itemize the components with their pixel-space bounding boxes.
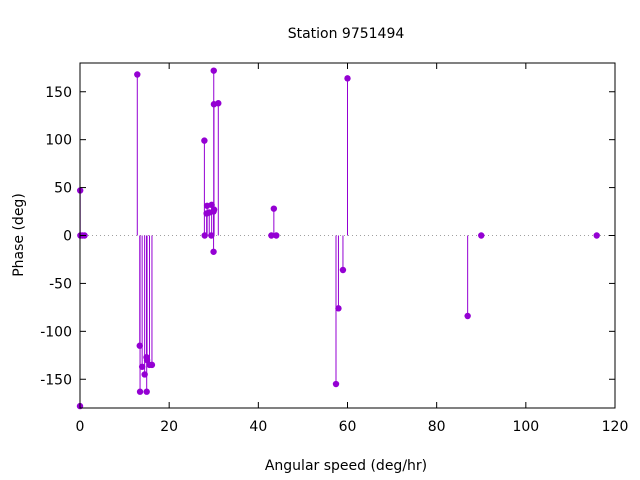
data-point bbox=[593, 232, 600, 239]
data-point bbox=[339, 266, 347, 274]
x-tick-label: 100 bbox=[512, 419, 539, 435]
y-tick-label: 50 bbox=[54, 181, 72, 197]
y-tick-label: -150 bbox=[40, 372, 72, 388]
x-tick-label: 0 bbox=[76, 419, 85, 435]
data-point bbox=[332, 380, 340, 388]
data-point bbox=[210, 248, 217, 255]
data-point bbox=[270, 205, 278, 212]
data-point bbox=[344, 75, 351, 82]
data-point bbox=[148, 361, 156, 369]
x-tick-label: 80 bbox=[428, 419, 446, 435]
x-tick-label: 40 bbox=[249, 419, 267, 435]
y-axis-label: Phase (deg) bbox=[11, 193, 27, 277]
data-point bbox=[210, 206, 218, 213]
data-point bbox=[215, 100, 222, 107]
x-tick-label: 20 bbox=[160, 419, 178, 435]
x-axis-ticks: 0 20 40 60 80 100 120 bbox=[76, 63, 629, 435]
data-point bbox=[138, 363, 146, 370]
x-tick-label: 60 bbox=[339, 419, 357, 435]
y-axis-ticks: -150 -100 -50 0 50 100 150 bbox=[40, 85, 615, 388]
data-point bbox=[134, 71, 141, 78]
data-points bbox=[76, 67, 600, 410]
y-tick-label: -50 bbox=[49, 276, 72, 292]
data-point bbox=[208, 201, 215, 209]
data-point bbox=[210, 67, 217, 74]
chart-title: Station 9751494 bbox=[288, 26, 405, 42]
x-tick-label: 120 bbox=[602, 419, 629, 435]
data-point bbox=[143, 388, 150, 395]
data-point bbox=[201, 137, 208, 144]
data-point bbox=[136, 388, 144, 395]
data-point bbox=[143, 356, 151, 364]
data-point bbox=[273, 232, 280, 239]
y-tick-label: -100 bbox=[40, 324, 72, 340]
data-point bbox=[136, 342, 143, 349]
data-point bbox=[478, 232, 485, 239]
data-point bbox=[208, 232, 215, 239]
data-point bbox=[335, 305, 342, 312]
impulses bbox=[79, 70, 469, 407]
y-tick-label: 100 bbox=[45, 133, 72, 149]
y-tick-label: 0 bbox=[63, 229, 72, 245]
data-point bbox=[464, 312, 471, 320]
y-tick-label: 150 bbox=[45, 85, 72, 101]
x-axis-label: Angular speed (deg/hr) bbox=[265, 458, 427, 474]
data-point bbox=[141, 371, 148, 378]
data-point bbox=[268, 232, 275, 239]
data-point bbox=[201, 232, 208, 239]
